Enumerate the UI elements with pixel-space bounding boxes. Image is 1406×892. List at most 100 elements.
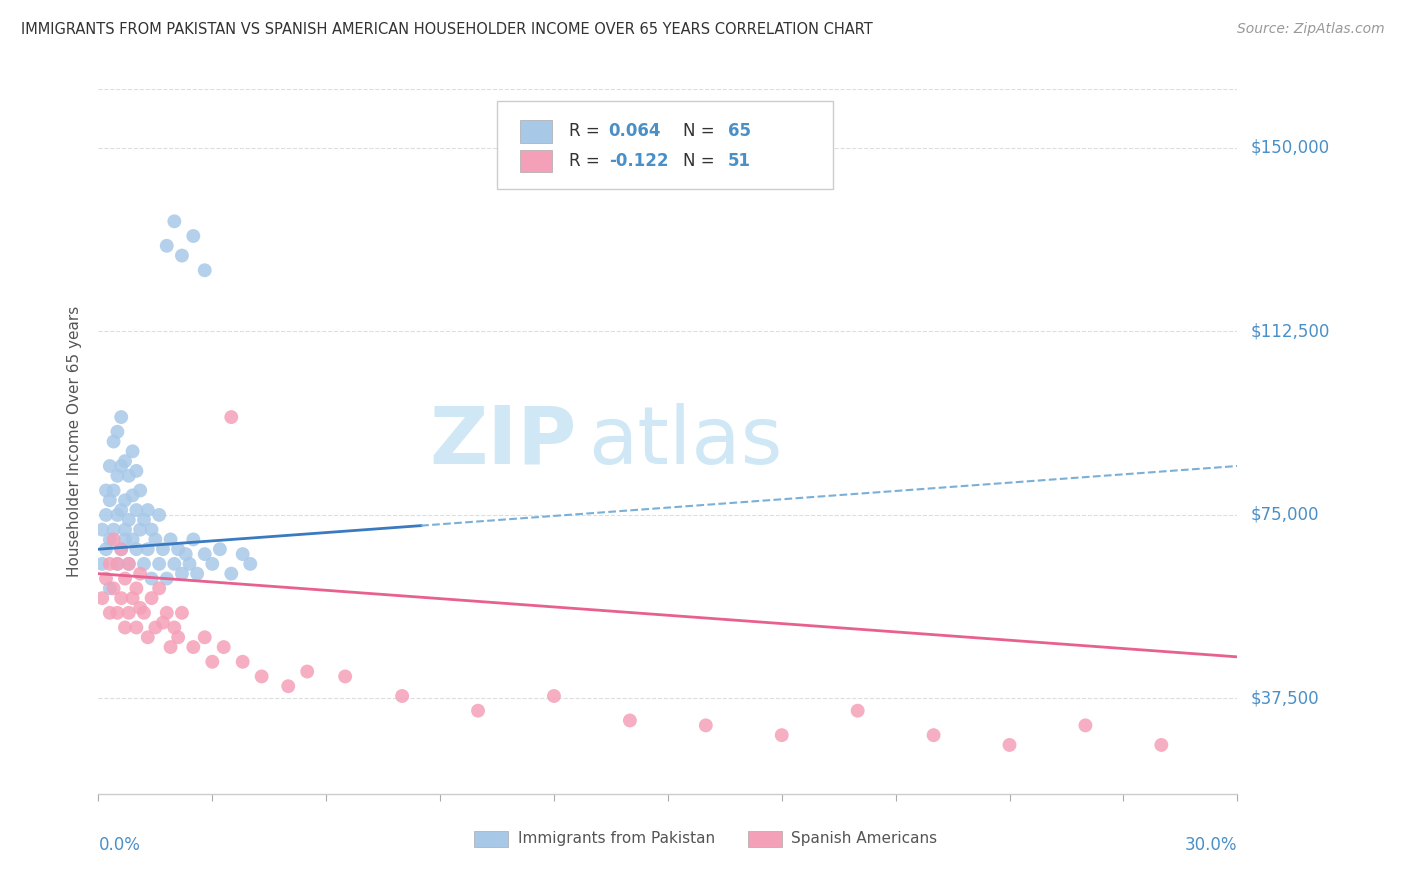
Point bbox=[121, 591, 143, 606]
Point bbox=[695, 718, 717, 732]
Point bbox=[129, 566, 152, 581]
Point bbox=[110, 542, 132, 557]
Text: -0.122: -0.122 bbox=[609, 152, 668, 170]
Text: $37,500: $37,500 bbox=[1251, 690, 1320, 707]
Point bbox=[121, 488, 143, 502]
Point bbox=[125, 464, 148, 478]
Point bbox=[156, 572, 179, 586]
Text: R =: R = bbox=[569, 122, 605, 140]
Text: IMMIGRANTS FROM PAKISTAN VS SPANISH AMERICAN HOUSEHOLDER INCOME OVER 65 YEARS CO: IMMIGRANTS FROM PAKISTAN VS SPANISH AMER… bbox=[21, 22, 873, 37]
Point bbox=[94, 542, 117, 557]
Point bbox=[110, 542, 132, 557]
Point bbox=[103, 434, 125, 449]
Point bbox=[152, 615, 174, 630]
Point bbox=[118, 606, 141, 620]
Point bbox=[125, 542, 148, 557]
Point bbox=[922, 728, 945, 742]
Point bbox=[194, 630, 217, 644]
Point bbox=[141, 572, 163, 586]
Point bbox=[107, 508, 129, 522]
Point bbox=[107, 468, 129, 483]
Point bbox=[98, 458, 121, 473]
Point bbox=[125, 503, 148, 517]
Text: 0.0%: 0.0% bbox=[98, 836, 141, 855]
FancyBboxPatch shape bbox=[474, 831, 509, 847]
Point bbox=[129, 483, 152, 498]
Point bbox=[619, 714, 641, 728]
Point bbox=[1074, 718, 1097, 732]
Point bbox=[391, 689, 413, 703]
Point bbox=[98, 557, 121, 571]
Point bbox=[163, 214, 186, 228]
Text: N =: N = bbox=[683, 122, 720, 140]
Point bbox=[232, 547, 254, 561]
Point bbox=[141, 523, 163, 537]
Point bbox=[132, 606, 155, 620]
Point bbox=[170, 606, 193, 620]
Point bbox=[1150, 738, 1173, 752]
Point bbox=[998, 738, 1021, 752]
Point bbox=[194, 547, 217, 561]
Point bbox=[103, 483, 125, 498]
Point bbox=[136, 542, 159, 557]
Text: $150,000: $150,000 bbox=[1251, 139, 1330, 157]
Point bbox=[277, 679, 299, 693]
Point bbox=[335, 669, 357, 683]
Text: atlas: atlas bbox=[588, 402, 783, 481]
Point bbox=[110, 503, 132, 517]
Point bbox=[201, 655, 224, 669]
Text: N =: N = bbox=[683, 152, 720, 170]
Point bbox=[114, 620, 136, 634]
Point bbox=[163, 557, 186, 571]
Point bbox=[121, 444, 143, 458]
Point bbox=[114, 533, 136, 547]
Text: R =: R = bbox=[569, 152, 605, 170]
Point bbox=[201, 557, 224, 571]
Point bbox=[141, 591, 163, 606]
Point bbox=[221, 410, 243, 425]
Point bbox=[132, 513, 155, 527]
Point bbox=[212, 640, 235, 654]
Point bbox=[183, 229, 205, 244]
Point bbox=[194, 263, 217, 277]
Point bbox=[152, 542, 174, 557]
Text: $112,500: $112,500 bbox=[1251, 322, 1330, 341]
Point bbox=[232, 655, 254, 669]
Point bbox=[250, 669, 273, 683]
Point bbox=[129, 523, 152, 537]
Point bbox=[110, 591, 132, 606]
Point bbox=[118, 468, 141, 483]
Point bbox=[467, 704, 489, 718]
Point bbox=[118, 557, 141, 571]
Point bbox=[208, 542, 231, 557]
Point bbox=[174, 547, 197, 561]
Point bbox=[129, 601, 152, 615]
Point bbox=[148, 557, 170, 571]
Point bbox=[239, 557, 262, 571]
Point bbox=[98, 582, 121, 596]
Point bbox=[159, 533, 181, 547]
Point bbox=[107, 606, 129, 620]
Text: Source: ZipAtlas.com: Source: ZipAtlas.com bbox=[1237, 22, 1385, 37]
Point bbox=[118, 513, 141, 527]
Point bbox=[179, 557, 201, 571]
FancyBboxPatch shape bbox=[498, 101, 832, 189]
Point bbox=[163, 620, 186, 634]
Point bbox=[114, 493, 136, 508]
Point bbox=[94, 483, 117, 498]
Point bbox=[156, 239, 179, 253]
Y-axis label: Householder Income Over 65 years: Householder Income Over 65 years bbox=[67, 306, 83, 577]
Point bbox=[114, 572, 136, 586]
Point bbox=[167, 542, 190, 557]
FancyBboxPatch shape bbox=[520, 150, 551, 172]
Point bbox=[136, 630, 159, 644]
Point bbox=[159, 640, 181, 654]
Point bbox=[136, 503, 159, 517]
Point bbox=[107, 557, 129, 571]
Text: 0.064: 0.064 bbox=[609, 122, 661, 140]
Text: 65: 65 bbox=[728, 122, 751, 140]
Point bbox=[170, 249, 193, 263]
Point bbox=[145, 620, 167, 634]
Point bbox=[183, 640, 205, 654]
Point bbox=[110, 458, 132, 473]
